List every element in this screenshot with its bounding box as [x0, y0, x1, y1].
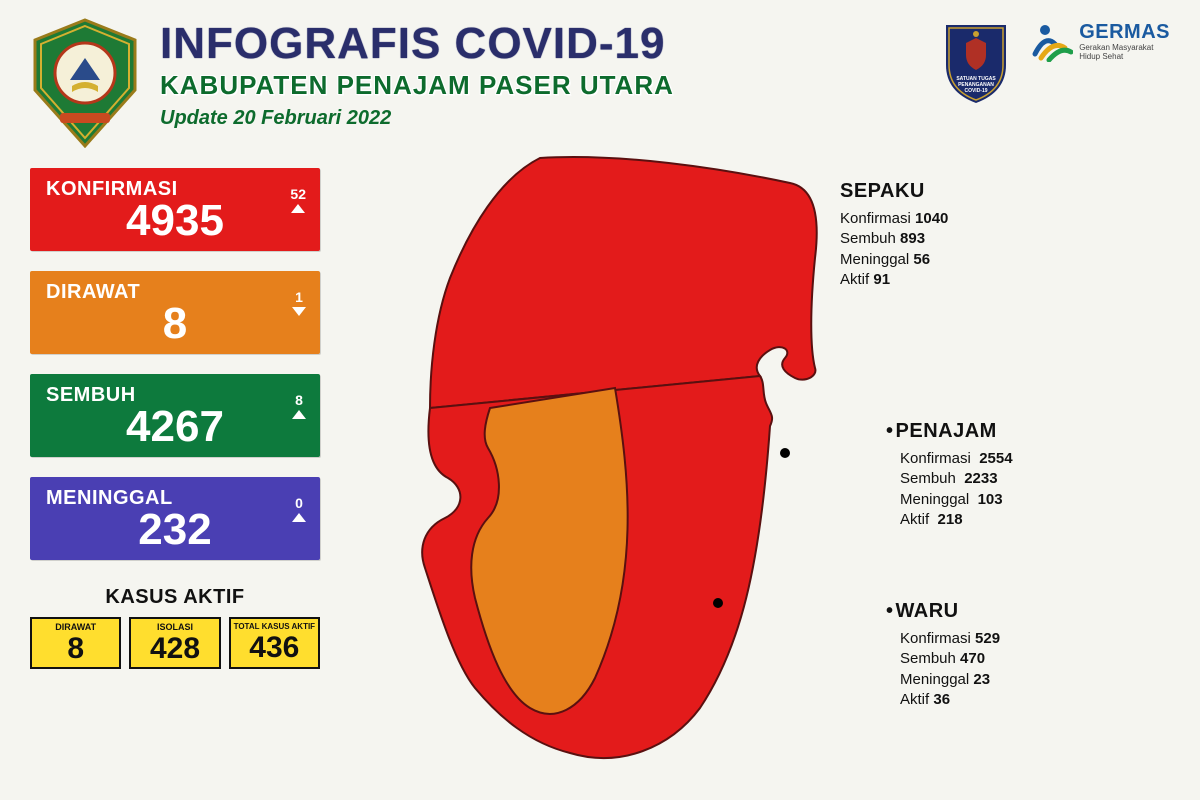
map-svg [370, 148, 870, 788]
arrow-up-icon [292, 410, 306, 419]
district-map [370, 148, 870, 768]
stat-konfirmasi: KONFIRMASI 4935 52 [30, 168, 320, 251]
marker-waru [713, 598, 723, 608]
logos-right: SATUAN TUGAS PENANGANAN COVID-19 GERMAS … [941, 20, 1170, 105]
stat-sembuh: SEMBUH 4267 8 [30, 374, 320, 457]
regency-crest-icon [30, 18, 140, 148]
marker-penajam [780, 448, 790, 458]
stat-value: 232 [46, 508, 304, 552]
update-date: Update 20 Februari 2022 [160, 107, 1170, 130]
stat-meninggal: MENINGGAL 232 0 [30, 477, 320, 560]
stat-change: 8 [292, 392, 306, 419]
arrow-down-icon [292, 307, 306, 316]
stat-dirawat: DIRAWAT 8 1 [30, 271, 320, 354]
germas-swoosh-icon [1031, 20, 1073, 62]
kasus-box-isolasi: ISOLASI 428 [129, 617, 220, 669]
region-waru: •WARU Konfirmasi 529 Sembuh 470 Meningga… [900, 598, 1000, 710]
kasus-box-total: TOTAL KASUS AKTIF 436 [229, 617, 320, 669]
content: KONFIRMASI 4935 52 DIRAWAT 8 1 SEMBUH 42… [0, 158, 1200, 778]
header: INFOGRAFIS COVID-19 KABUPATEN PENAJAM PA… [0, 0, 1200, 158]
region-penajam: •PENAJAM Konfirmasi 2554 Sembuh 2233 Men… [900, 418, 1013, 530]
arrow-up-icon [291, 204, 305, 213]
svg-text:COVID-19: COVID-19 [965, 88, 988, 94]
kasus-aktif-title: KASUS AKTIF [30, 586, 320, 609]
stats-column: KONFIRMASI 4935 52 DIRAWAT 8 1 SEMBUH 42… [30, 168, 320, 669]
germas-label: GERMAS [1079, 21, 1170, 44]
kasus-box-dirawat: DIRAWAT 8 [30, 617, 121, 669]
map-region-sepaku [430, 157, 817, 408]
arrow-up-icon [292, 513, 306, 522]
stat-change: 52 [290, 186, 306, 213]
germas-logo: GERMAS Gerakan Masyarakat Hidup Sehat [1031, 20, 1170, 62]
stat-value: 4267 [46, 405, 304, 449]
stat-change: 1 [292, 289, 306, 316]
region-sepaku: SEPAKU Konfirmasi 1040 Sembuh 893 Mening… [840, 178, 948, 290]
stat-change: 0 [292, 495, 306, 522]
germas-sub2: Hidup Sehat [1079, 53, 1170, 62]
stat-value: 4935 [46, 199, 304, 243]
stat-value: 8 [46, 302, 304, 346]
satgas-shield-icon: SATUAN TUGAS PENANGANAN COVID-19 [941, 20, 1011, 105]
kasus-aktif-block: KASUS AKTIF DIRAWAT 8 ISOLASI 428 TOTAL … [30, 586, 320, 669]
